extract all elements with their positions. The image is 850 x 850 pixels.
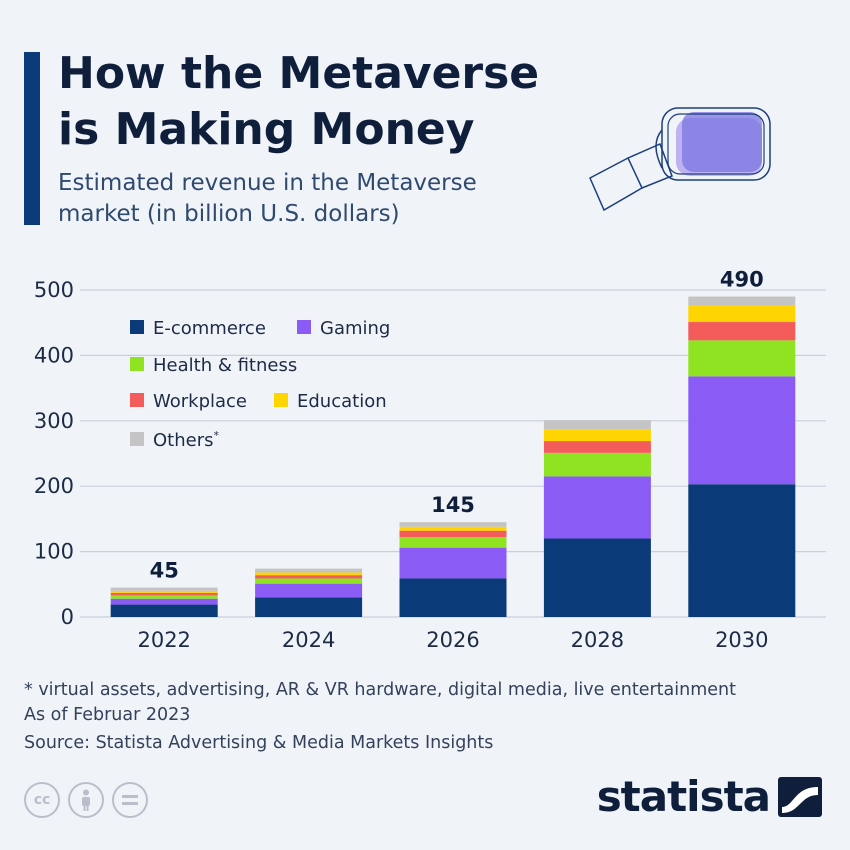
cc-icon[interactable]: cc bbox=[24, 782, 60, 818]
legend-swatch bbox=[297, 320, 311, 334]
legend-swatch bbox=[130, 320, 144, 334]
legend-swatch bbox=[130, 432, 144, 446]
bar-segment bbox=[399, 526, 507, 531]
bar-segment bbox=[399, 530, 507, 538]
bar-segment bbox=[110, 590, 218, 593]
legend-label: E-commerce bbox=[153, 318, 266, 339]
bar-segment bbox=[543, 476, 651, 539]
statista-logo-icon bbox=[778, 777, 822, 817]
bar-segment bbox=[399, 537, 507, 548]
subtitle-line-1: Estimated revenue in the Metaverse bbox=[58, 170, 477, 196]
y-tick-label: 200 bbox=[34, 474, 74, 498]
x-tick-label: 2028 bbox=[571, 628, 624, 652]
bar-segment bbox=[688, 484, 796, 617]
bar-segment bbox=[110, 587, 218, 591]
legend-label: Gaming bbox=[320, 318, 390, 339]
bar-segment bbox=[543, 441, 651, 453]
bar-segment bbox=[110, 598, 218, 605]
bar-segment bbox=[688, 340, 796, 377]
bar-segment bbox=[399, 578, 507, 617]
legend-label: Health & fitness bbox=[153, 355, 297, 376]
bar-segment bbox=[543, 420, 651, 430]
bar-segment bbox=[688, 376, 796, 485]
y-tick-label: 500 bbox=[34, 278, 74, 302]
x-tick-label: 2030 bbox=[715, 628, 768, 652]
legend-swatch bbox=[274, 393, 288, 407]
bar-total-label: 145 bbox=[431, 493, 475, 517]
license-icons: cc bbox=[24, 782, 148, 818]
no-derivatives-icon[interactable] bbox=[112, 782, 148, 818]
bar-total-label: 45 bbox=[150, 559, 179, 583]
y-tick-label: 0 bbox=[61, 605, 74, 629]
x-tick-label: 2024 bbox=[282, 628, 335, 652]
bar-segment bbox=[255, 578, 363, 584]
subtitle-line-2: market (in billion U.S. dollars) bbox=[58, 201, 400, 227]
y-tick-label: 400 bbox=[34, 343, 74, 367]
x-tick-label: 2022 bbox=[137, 628, 190, 652]
y-tick-label: 300 bbox=[34, 409, 74, 433]
chart-title: How the Metaverse is Making Money bbox=[58, 46, 539, 158]
legend-swatch bbox=[130, 357, 144, 371]
footnote: * virtual assets, advertising, AR & VR h… bbox=[24, 678, 736, 728]
attribution-icon[interactable] bbox=[68, 782, 104, 818]
source-note: Source: Statista Advertising & Media Mar… bbox=[24, 733, 494, 753]
bar-segment bbox=[543, 538, 651, 617]
bar-segment bbox=[399, 522, 507, 527]
y-tick-label: 100 bbox=[34, 540, 74, 564]
chart-subtitle: Estimated revenue in the Metaverse marke… bbox=[58, 168, 477, 230]
bar-segment bbox=[688, 322, 796, 341]
legend-label: Education bbox=[297, 391, 387, 412]
title-line-1: How the Metaverse bbox=[58, 48, 540, 99]
bar-segment bbox=[110, 604, 218, 617]
bar-segment bbox=[255, 583, 363, 598]
bar-segment bbox=[543, 452, 651, 477]
bar-segment bbox=[688, 296, 796, 306]
stacked-bar-chart: 0 100 200 300 400 500 2022 45 2024 2026 145 2028 203… bbox=[34, 268, 826, 652]
title-line-2: is Making Money bbox=[58, 104, 475, 155]
bar-segment bbox=[255, 572, 363, 576]
bar-total-label: 490 bbox=[720, 268, 764, 292]
legend-label: Workplace bbox=[153, 391, 247, 412]
bar-segment bbox=[255, 568, 363, 573]
bar-segment bbox=[255, 597, 363, 617]
legend-label: Others* bbox=[153, 429, 220, 451]
bar-segment bbox=[543, 429, 651, 442]
x-tick-label: 2026 bbox=[426, 628, 479, 652]
bar-segment bbox=[399, 547, 507, 579]
bar-segment bbox=[688, 305, 796, 323]
vr-headset-icon bbox=[589, 107, 771, 212]
footnote-asterisk-note: * virtual assets, advertising, AR & VR h… bbox=[24, 680, 736, 700]
bar-segment bbox=[110, 592, 218, 596]
title-accent-bar bbox=[24, 52, 40, 225]
bar-segment bbox=[255, 575, 363, 579]
brand-wordmark: statista bbox=[596, 772, 771, 821]
footnote-date: As of Februar 2023 bbox=[24, 705, 191, 725]
legend-swatch bbox=[130, 393, 144, 407]
bar-segment bbox=[110, 595, 218, 599]
statista-logo[interactable]: statista bbox=[597, 776, 822, 818]
